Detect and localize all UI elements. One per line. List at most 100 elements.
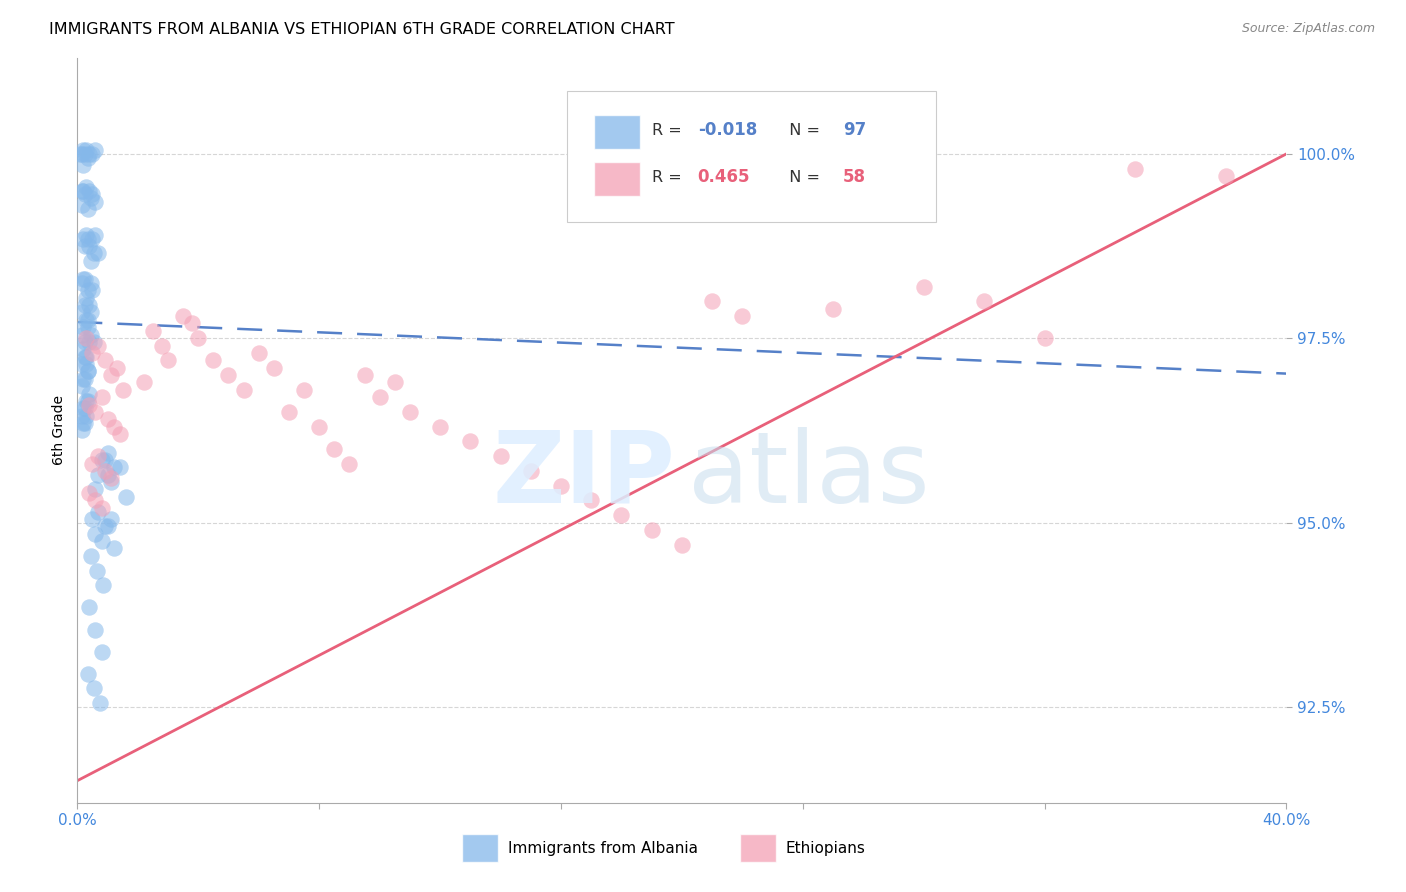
Text: Source: ZipAtlas.com: Source: ZipAtlas.com xyxy=(1241,22,1375,36)
Text: 58: 58 xyxy=(842,169,866,186)
Point xyxy=(70,146,93,161)
Point xyxy=(731,309,754,323)
Point xyxy=(73,372,96,386)
Point xyxy=(84,493,107,508)
Point xyxy=(218,368,240,382)
Point xyxy=(73,416,96,430)
Point xyxy=(75,227,97,242)
Point xyxy=(103,419,125,434)
Point xyxy=(114,490,136,504)
Point xyxy=(73,187,96,202)
Point xyxy=(79,398,101,412)
Point xyxy=(84,227,107,242)
Point xyxy=(82,512,104,526)
Point xyxy=(77,283,100,297)
Text: ZIP: ZIP xyxy=(494,426,676,524)
Point xyxy=(84,526,107,541)
Point xyxy=(1215,169,1237,183)
Point xyxy=(93,464,115,478)
Point xyxy=(489,449,512,463)
Point xyxy=(75,143,97,157)
Point xyxy=(83,334,105,349)
Point xyxy=(1033,331,1056,345)
Point xyxy=(821,301,844,316)
Point xyxy=(73,272,96,286)
Point xyxy=(75,409,97,423)
Point xyxy=(70,184,93,198)
Point xyxy=(79,239,101,253)
Point xyxy=(83,681,105,696)
Point xyxy=(90,453,112,467)
Point xyxy=(73,239,96,253)
Point xyxy=(70,379,93,393)
Point xyxy=(80,191,103,205)
Point xyxy=(77,666,100,681)
Point xyxy=(82,232,104,246)
Y-axis label: 6th Grade: 6th Grade xyxy=(52,395,66,466)
Point xyxy=(86,564,108,578)
Point xyxy=(80,305,103,319)
Point xyxy=(111,383,134,397)
Point xyxy=(84,405,107,419)
Point xyxy=(87,246,110,260)
Point xyxy=(308,419,330,434)
Point xyxy=(150,338,173,352)
Point xyxy=(96,445,118,459)
Point xyxy=(292,383,315,397)
Point xyxy=(96,412,118,426)
Point xyxy=(82,146,104,161)
Point xyxy=(323,442,346,456)
Point xyxy=(247,346,270,360)
Point xyxy=(80,253,103,268)
Point xyxy=(87,449,110,463)
Point xyxy=(581,493,603,508)
Point xyxy=(610,508,633,523)
Point xyxy=(75,393,97,408)
Point xyxy=(70,276,93,290)
Point xyxy=(72,372,94,386)
Point xyxy=(181,317,204,331)
Point xyxy=(1125,161,1147,176)
Point xyxy=(90,390,112,404)
Text: IMMIGRANTS FROM ALBANIA VS ETHIOPIAN 6TH GRADE CORRELATION CHART: IMMIGRANTS FROM ALBANIA VS ETHIOPIAN 6TH… xyxy=(49,22,675,37)
Point xyxy=(132,376,155,390)
Point xyxy=(87,467,110,482)
Point xyxy=(399,405,422,419)
Point xyxy=(73,350,96,364)
Point xyxy=(77,320,100,334)
Point xyxy=(87,338,110,352)
Point xyxy=(80,276,103,290)
Point xyxy=(100,471,122,485)
Point xyxy=(77,393,100,408)
Point xyxy=(429,419,451,434)
Point xyxy=(77,232,100,246)
Point xyxy=(202,353,225,368)
Point xyxy=(384,376,406,390)
Point xyxy=(973,294,995,309)
Point xyxy=(353,368,375,382)
Point xyxy=(82,187,104,202)
Point xyxy=(69,146,91,161)
Point xyxy=(91,578,114,592)
Point xyxy=(87,504,110,518)
Point xyxy=(912,279,935,293)
Point xyxy=(100,475,122,489)
Point xyxy=(172,309,194,323)
Point xyxy=(641,523,664,537)
Point xyxy=(103,541,125,556)
Point xyxy=(84,483,107,497)
Point xyxy=(80,549,103,563)
Point xyxy=(75,312,97,326)
Point xyxy=(75,357,97,371)
Point xyxy=(77,312,100,326)
Point xyxy=(72,158,94,172)
Point xyxy=(103,460,125,475)
Point xyxy=(79,184,101,198)
Point xyxy=(77,151,100,165)
Point xyxy=(82,283,104,297)
Point xyxy=(108,427,131,442)
Point xyxy=(263,360,285,375)
Text: 97: 97 xyxy=(842,121,866,139)
Point xyxy=(79,298,101,312)
Point xyxy=(72,184,94,198)
